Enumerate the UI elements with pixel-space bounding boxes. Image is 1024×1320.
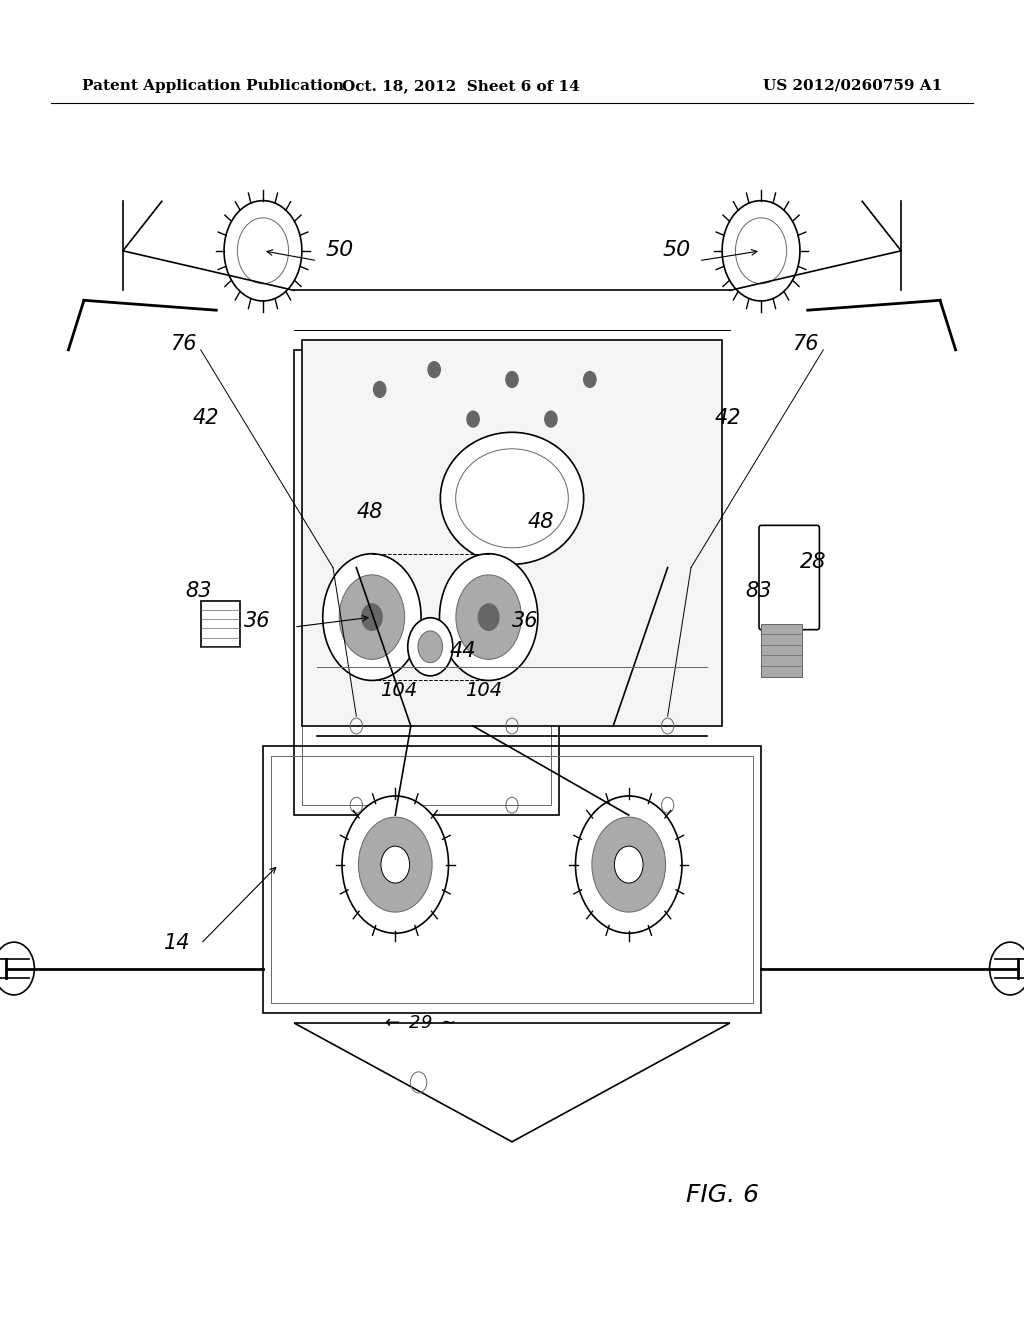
- Circle shape: [614, 846, 643, 883]
- Text: 14: 14: [164, 933, 190, 953]
- Text: $\leftarrow$ 29 $\sim$: $\leftarrow$ 29 $\sim$: [381, 1014, 456, 1032]
- Circle shape: [989, 942, 1024, 995]
- Ellipse shape: [440, 433, 584, 565]
- Bar: [302, 360, 551, 805]
- Circle shape: [575, 796, 682, 933]
- Circle shape: [428, 362, 440, 378]
- Text: 48: 48: [356, 502, 383, 523]
- Bar: [201, 601, 240, 647]
- Text: Patent Application Publication: Patent Application Publication: [82, 79, 344, 92]
- Bar: [761, 624, 802, 676]
- Circle shape: [0, 942, 35, 995]
- Circle shape: [361, 605, 382, 631]
- Text: 104: 104: [380, 681, 417, 701]
- Text: 50: 50: [663, 240, 691, 260]
- Circle shape: [592, 817, 666, 912]
- Circle shape: [478, 605, 499, 631]
- Text: 76: 76: [170, 334, 196, 354]
- Circle shape: [342, 796, 449, 933]
- Text: 42: 42: [193, 408, 219, 428]
- Circle shape: [584, 372, 596, 388]
- Circle shape: [224, 201, 302, 301]
- Circle shape: [439, 553, 538, 681]
- Circle shape: [506, 372, 518, 388]
- Circle shape: [381, 846, 410, 883]
- Circle shape: [408, 618, 453, 676]
- Text: Oct. 18, 2012  Sheet 6 of 14: Oct. 18, 2012 Sheet 6 of 14: [342, 79, 580, 92]
- Circle shape: [467, 412, 479, 428]
- Text: 36: 36: [512, 611, 539, 631]
- Text: FIG. 6: FIG. 6: [686, 1183, 759, 1206]
- Text: 36: 36: [245, 611, 270, 631]
- Text: 42: 42: [715, 408, 740, 428]
- Text: 28: 28: [800, 552, 826, 572]
- Bar: [271, 756, 753, 1003]
- FancyBboxPatch shape: [759, 525, 819, 630]
- Text: 83: 83: [745, 581, 772, 602]
- Circle shape: [456, 576, 521, 660]
- Text: 44: 44: [450, 640, 476, 661]
- Text: 48: 48: [527, 512, 554, 532]
- Circle shape: [339, 576, 404, 660]
- Text: 50: 50: [326, 240, 353, 260]
- Circle shape: [722, 201, 800, 301]
- Bar: [294, 350, 559, 816]
- Circle shape: [374, 381, 386, 397]
- Circle shape: [358, 817, 432, 912]
- Text: 104: 104: [465, 681, 503, 701]
- Text: US 2012/0260759 A1: US 2012/0260759 A1: [763, 79, 942, 92]
- Text: 83: 83: [185, 581, 212, 602]
- Circle shape: [323, 553, 421, 681]
- Bar: [302, 341, 722, 726]
- Bar: [263, 746, 761, 1014]
- Text: 76: 76: [793, 334, 818, 354]
- Circle shape: [418, 631, 442, 663]
- Circle shape: [545, 412, 557, 428]
